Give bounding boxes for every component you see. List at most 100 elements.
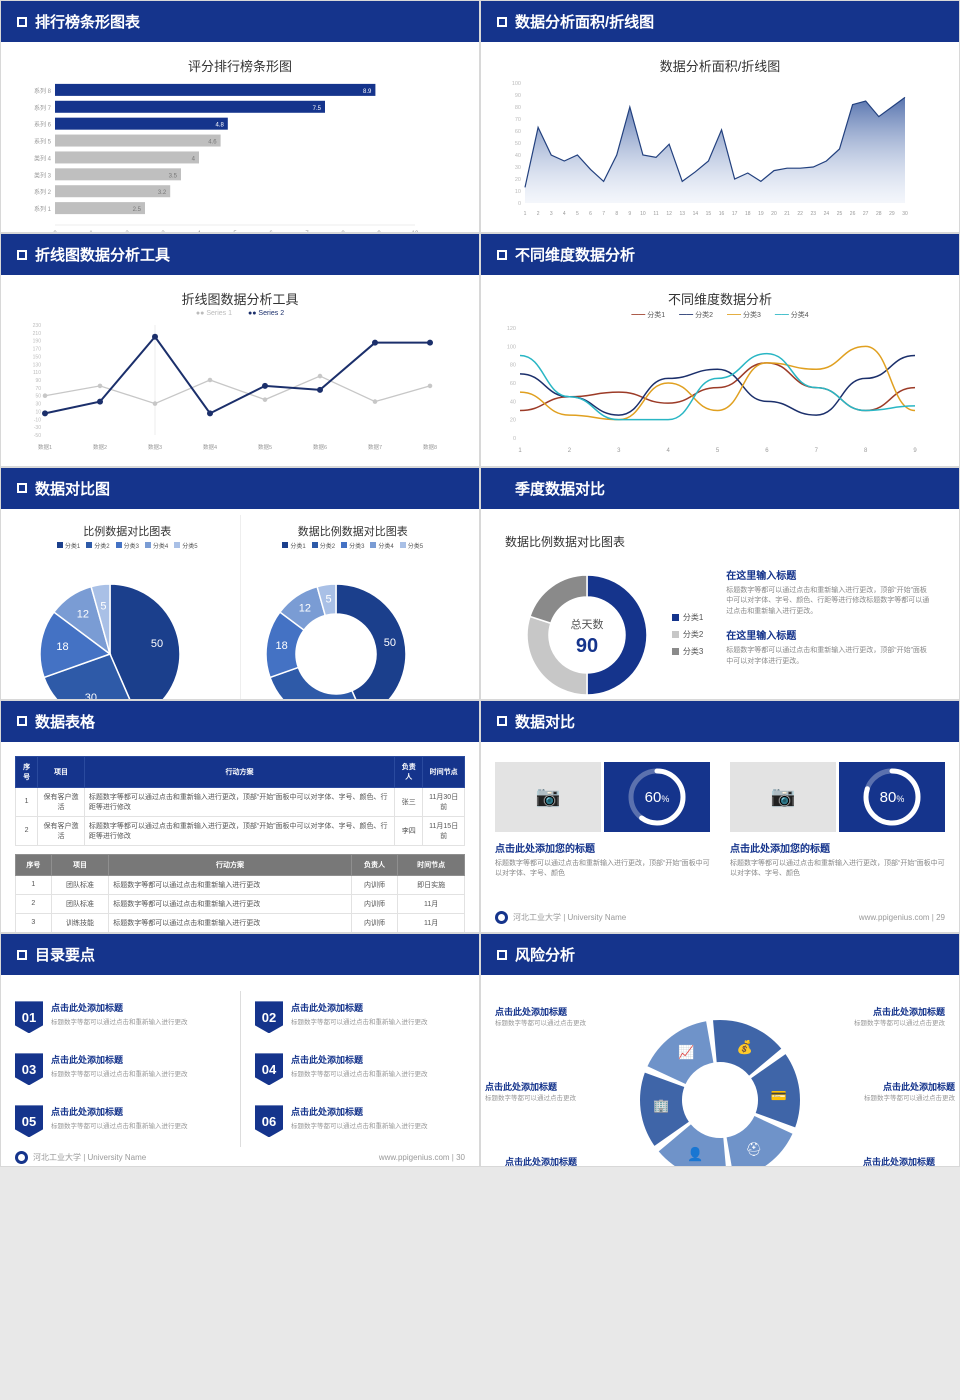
legend-item-分类2[interactable]: ━━ 分类2	[679, 310, 713, 320]
toc-badge-02: 02	[255, 1001, 283, 1033]
table-cell: 即日实施	[398, 875, 465, 894]
svg-text:120: 120	[507, 326, 516, 332]
risk-item-5[interactable]: 点击此处添加标题 标题数字等都可以通过点击更改	[785, 1155, 935, 1166]
svg-text:💰: 💰	[737, 1040, 753, 1056]
toc-title-06: 点击此处添加标题	[291, 1105, 428, 1118]
panel-data-comparison-cards: 数据对比 📷 60% 点击此处添加您的标题 标题数字等都可以通过点击和重新输入进…	[480, 700, 960, 933]
panel-header-7: 数据表格	[1, 701, 479, 742]
pie-legend-item-分类3[interactable]: 分类3	[116, 541, 139, 550]
risk-item-4[interactable]: 点击此处添加标题 标题数字等都可以通过点击更改	[505, 1155, 655, 1166]
data-table-1[interactable]: 序号 项目 行动方案 负责人 时间节点 1 保有客户激活 标题数字等都可以通过点击和重新输入进…	[15, 756, 465, 846]
toc-item-04[interactable]: 04 点击此处添加标题 标题数字等都可以通过点击和重新输入进行更改	[255, 1043, 465, 1095]
pie-chart-svg-5a[interactable]: 50 30 18 12 5	[15, 554, 205, 700]
toc-item-01[interactable]: 01 点击此处添加标题 标题数字等都可以通过点击和重新输入进行更改	[15, 991, 225, 1043]
legend-item-分类4[interactable]: ━━ 分类4	[775, 310, 809, 320]
toc-title-04: 点击此处添加标题	[291, 1053, 428, 1066]
svg-text:1: 1	[524, 211, 527, 217]
pie-legend-item-分类2[interactable]: 分类2	[86, 541, 109, 550]
image-placeholder-icon-0[interactable]: 📷	[495, 762, 601, 832]
pie-legend-item-分类3[interactable]: 分类3	[341, 541, 364, 550]
pie-legend-item-分类5[interactable]: 分类5	[400, 541, 423, 550]
panel-title-4: 不同维度数据分析	[515, 244, 635, 265]
svg-text:12: 12	[77, 608, 89, 620]
donut-chart-svg-5b[interactable]: 50 30 18 12 5	[241, 554, 431, 700]
toc-badge-06: 06	[255, 1105, 283, 1137]
toc-desc-06: 标题数字等都可以通过点击和重新输入进行更改	[291, 1120, 428, 1130]
risk-item-1[interactable]: 点击此处添加标题 标题数字等都可以通过点击更改	[795, 1005, 945, 1028]
legend-item-分类3[interactable]: ━━ 分类3	[727, 310, 761, 320]
panel-title-9: 目录要点	[35, 944, 95, 965]
compare-title-1: 点击此处添加您的标题	[730, 840, 945, 855]
svg-text:14: 14	[693, 211, 699, 217]
table-cell: 11月15日前	[423, 816, 465, 845]
table-row[interactable]: 1 保有客户激活 标题数字等都可以通过点击和重新输入进行更改，顶部“开始”面板中可以…	[16, 787, 465, 816]
table-cell: 2	[16, 816, 38, 845]
line-chart-svg-4[interactable]: 0 20 40 60 80 100 120 1 2 3 4 5 6 7 8 9	[495, 322, 925, 466]
svg-text:3.5: 3.5	[169, 173, 178, 179]
svg-text:20: 20	[771, 211, 777, 217]
table-row[interactable]: 1 团队标准 标题数字等都可以通过点击和重新输入进行更改 内训师 即日实施	[16, 875, 465, 894]
percent-donut-1[interactable]: 80%	[839, 762, 945, 832]
svg-text:190: 190	[33, 339, 42, 345]
data-table-2[interactable]: 序号 项目 行动方案 负责人 时间节点 1 团队标准 标题数字等都可以通过点击和重新输入进行更…	[15, 854, 465, 933]
toc-item-05[interactable]: 05 点击此处添加标题 标题数字等都可以通过点击和重新输入进行更改	[15, 1095, 225, 1147]
text-block-1-title[interactable]: 在这里输入标题	[726, 567, 931, 582]
svg-text:20: 20	[510, 418, 516, 424]
table-row[interactable]: 2 保有客户激活 标题数字等都可以通过点击和重新输入进行更改，顶部“开始”面板中可以…	[16, 816, 465, 845]
compare-card-0[interactable]: 📷 60% 点击此处添加您的标题 标题数字等都可以通过点击和重新输入进行更改，顶…	[495, 762, 710, 879]
svg-text:28: 28	[876, 211, 882, 217]
donut-chart-svg-6[interactable]: 总天数 90	[512, 560, 662, 700]
svg-text:0: 0	[513, 436, 516, 442]
pie-legend-item-分类4[interactable]: 分类4	[145, 541, 168, 550]
table-header-cell: 项目	[38, 756, 85, 787]
donut-legend-item-分类2[interactable]: 分类2	[672, 629, 703, 640]
svg-text:40: 40	[510, 400, 516, 406]
svg-text:🏢: 🏢	[653, 1098, 669, 1113]
risk-item-3[interactable]: 点击此处添加标题 标题数字等都可以通过点击更改	[805, 1080, 955, 1103]
page-footer-9: www.ppigenius.com | 30	[379, 1153, 465, 1162]
pie-legend-5a: 分类1 分类2 分类3 分类4 分类5	[15, 541, 240, 550]
table-cell: 标题数字等都可以通过点击和重新输入进行更改	[109, 875, 351, 894]
pie-legend-item-分类4[interactable]: 分类4	[370, 541, 393, 550]
compare-card-1[interactable]: 📷 80% 点击此处添加您的标题 标题数字等都可以通过点击和重新输入进行更改，顶…	[730, 762, 945, 879]
table-row[interactable]: 3 训练技能 标题数字等都可以通过点击和重新输入进行更改 内训师 11月	[16, 913, 465, 932]
table-cell: 内训师	[351, 894, 398, 913]
toc-item-06[interactable]: 06 点击此处添加标题 标题数字等都可以通过点击和重新输入进行更改	[255, 1095, 465, 1147]
legend-item-分类1[interactable]: ━━ 分类1	[631, 310, 665, 320]
pie-legend-item-分类5[interactable]: 分类5	[174, 541, 197, 550]
toc-item-02[interactable]: 02 点击此处添加标题 标题数字等都可以通过点击和重新输入进行更改	[255, 991, 465, 1043]
pie-legend-item-分类1[interactable]: 分类1	[282, 541, 305, 550]
text-block-2-title[interactable]: 在这里输入标题	[726, 627, 931, 642]
toc-title-05: 点击此处添加标题	[51, 1105, 188, 1118]
toc-badge-03: 03	[15, 1053, 43, 1085]
svg-text:💳: 💳	[771, 1088, 787, 1103]
svg-text:20: 20	[515, 177, 521, 183]
text-blocks-container: 在这里输入标题 标题数字等都可以通过点击和重新输入进行更改，顶部“开始”面板中可…	[720, 567, 945, 668]
page-footer-8: www.ppigenius.com | 29	[859, 913, 945, 922]
percent-donut-0[interactable]: 60%	[604, 762, 710, 832]
university-logo-icon-9	[15, 1151, 28, 1164]
legend-series2-3[interactable]: ●● Series 2	[248, 310, 284, 317]
svg-text:10: 10	[515, 189, 521, 195]
legend-series1-3[interactable]: ●● Series 1	[196, 310, 232, 317]
table-row[interactable]: 2 团队标准 标题数字等都可以通过点击和重新输入进行更改 内训师 11月	[16, 894, 465, 913]
svg-text:7: 7	[815, 448, 819, 454]
risk-item-2[interactable]: 点击此处添加标题 标题数字等都可以通过点击更改	[485, 1080, 635, 1103]
donut-legend-item-分类3[interactable]: 分类3	[672, 646, 703, 657]
svg-text:100: 100	[507, 345, 516, 351]
risk-item-0[interactable]: 点击此处添加标题 标题数字等都可以通过点击更改	[495, 1005, 645, 1028]
image-placeholder-icon-1[interactable]: 📷	[730, 762, 836, 832]
svg-text:系列 2: 系列 2	[34, 188, 52, 196]
bullet-icon-4	[497, 250, 507, 260]
panel-header-9: 目录要点	[1, 934, 479, 975]
risk-diagram-container: ■■■■■■💰💳⛑👤🏢📈 点击此处添加标题 标题数字等都可以通过点击更改 点击此…	[495, 985, 945, 1166]
pie-legend-item-分类2[interactable]: 分类2	[312, 541, 335, 550]
pie-legend-item-分类1[interactable]: 分类1	[57, 541, 80, 550]
svg-text:30: 30	[515, 165, 521, 171]
svg-text:4.8: 4.8	[215, 123, 224, 129]
donut-legend-item-分类1[interactable]: 分类1	[672, 612, 703, 623]
bar-chart-svg[interactable]: 系列 8 8.9 系列 7 7.5 系列 6 4.8 系列 5 4.6 类列 4 4 类列 3 3.5…	[15, 77, 445, 233]
toc-item-03[interactable]: 03 点击此处添加标题 标题数字等都可以通过点击和重新输入进行更改	[15, 1043, 225, 1095]
